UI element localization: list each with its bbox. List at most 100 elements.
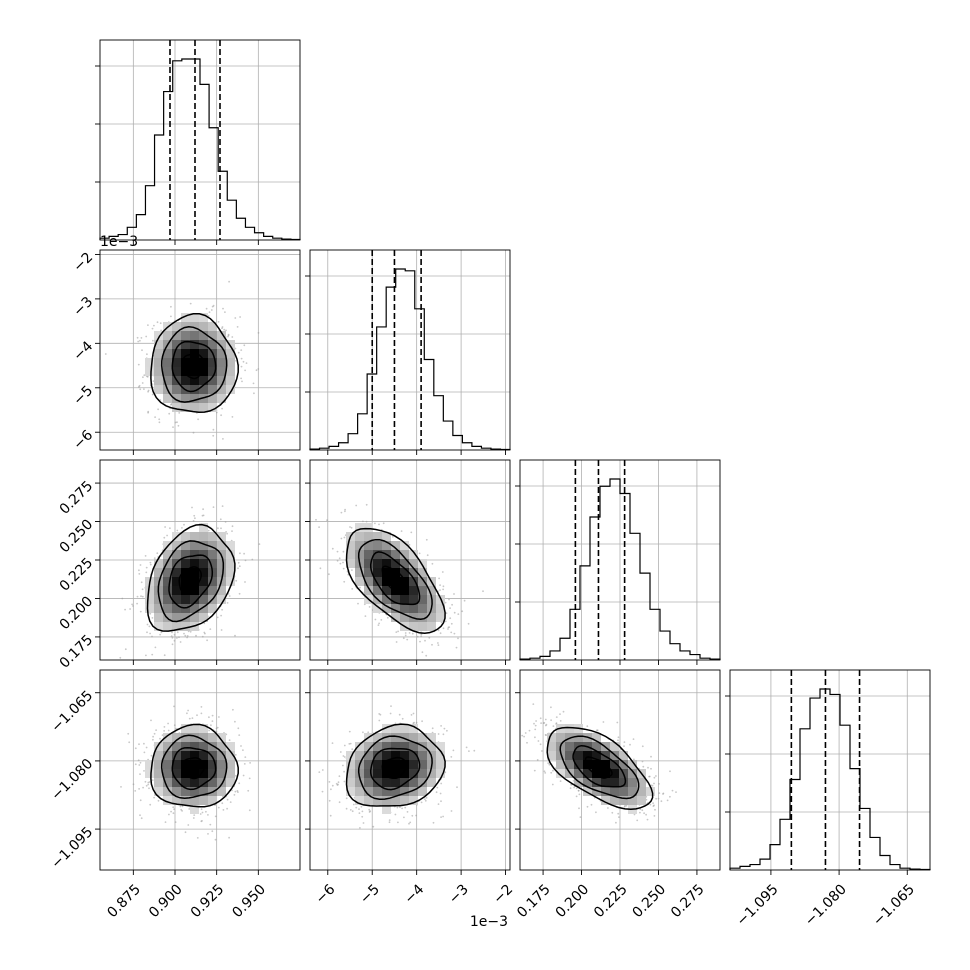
density-cell [418,604,427,613]
scatter-point [214,838,217,841]
x-tick-label: −1.095 [734,881,782,929]
scatter-point [156,552,159,555]
scatter-point [397,821,399,824]
scatter-point [440,782,443,785]
scatter-point [153,324,155,327]
scatter-point [343,744,346,747]
density-cell [199,559,208,568]
contour-line [171,746,217,791]
scatter-point [152,339,154,342]
scatter-point [348,730,351,733]
scatter-point [550,771,553,774]
scatter-point [202,514,205,517]
scatter-point [144,780,147,783]
scatter-point [450,631,453,634]
scatter-point [586,725,589,728]
scatter-point [248,809,251,812]
scatter-point [149,561,152,564]
scatter-point [340,537,343,540]
scatter-point [167,722,170,725]
density-cell [382,586,391,595]
density-cell [181,367,190,376]
scatter-point [187,824,190,826]
histogram-panel-2 [515,459,721,665]
scatter-point [137,340,140,343]
density-cell [217,358,226,367]
density-cell [208,742,217,751]
scatter-point [446,729,448,732]
density-cell [208,733,217,742]
x-offset-label: 1e−3 [470,914,508,930]
scatter-point [559,713,561,715]
density-cells [346,724,445,814]
density-cell [172,541,181,550]
scatter-point [349,526,351,528]
scatter-point [222,438,224,440]
scatter-point [412,712,415,715]
scatter-point [231,789,233,792]
density-cell [190,313,199,322]
scatter-point [220,629,223,631]
density-cell [409,586,418,595]
scatter-point [136,595,139,598]
scatter-point [406,638,409,641]
density-cell [154,778,163,787]
scatter-point [442,588,444,591]
histogram-step [309,268,511,451]
density-cell [382,796,391,805]
scatter-point [232,708,234,711]
scatter-point [216,616,219,619]
scatter-point [139,814,141,817]
scatter-point [425,538,428,541]
scatter-point [408,632,411,634]
density-cell [145,367,154,376]
panel-border [729,669,931,871]
scatter-point [328,799,331,802]
density-cell [154,358,163,367]
density-cell [154,613,163,622]
density-cell [199,568,208,577]
scatter-point [374,618,377,621]
scatter-point [421,651,424,654]
density-cell [436,604,445,613]
density-cell [364,586,373,595]
scatter-point [544,724,547,727]
density-panel-2-0 [95,459,301,665]
density-cell [619,760,628,769]
density-cell [583,787,592,796]
panel-border [309,669,511,871]
density-cell [373,586,382,595]
scatter-point [159,322,162,325]
density-cell [199,769,208,778]
scatter-point [410,714,413,716]
scatter-point [342,561,344,564]
x-tick-label: −2 [490,881,516,907]
density-cell [208,358,217,367]
density-cell [355,577,364,586]
scatter-point [172,812,175,815]
scatter-point [173,724,176,727]
density-cell [199,796,208,805]
scatter-point [411,632,414,635]
scatter-point [226,532,229,535]
scatter-point [211,720,214,722]
scatter-point [358,812,361,814]
scatter-point [578,807,580,810]
density-cell [364,787,373,796]
scatter-point [240,349,243,351]
scatter-point [573,786,575,789]
density-cell [217,742,226,751]
density-cell [199,523,208,532]
scatter-point [315,518,317,521]
scatter-point [349,809,352,811]
density-cell [382,805,391,814]
density-cell [190,742,199,751]
scatter-point [616,721,619,724]
scatter-point [189,302,192,305]
density-cell [208,532,217,541]
scatter-point [138,788,141,790]
density-cell [172,622,181,631]
histogram-step [519,478,721,660]
density-cell [637,787,646,796]
density-cell [601,787,610,796]
